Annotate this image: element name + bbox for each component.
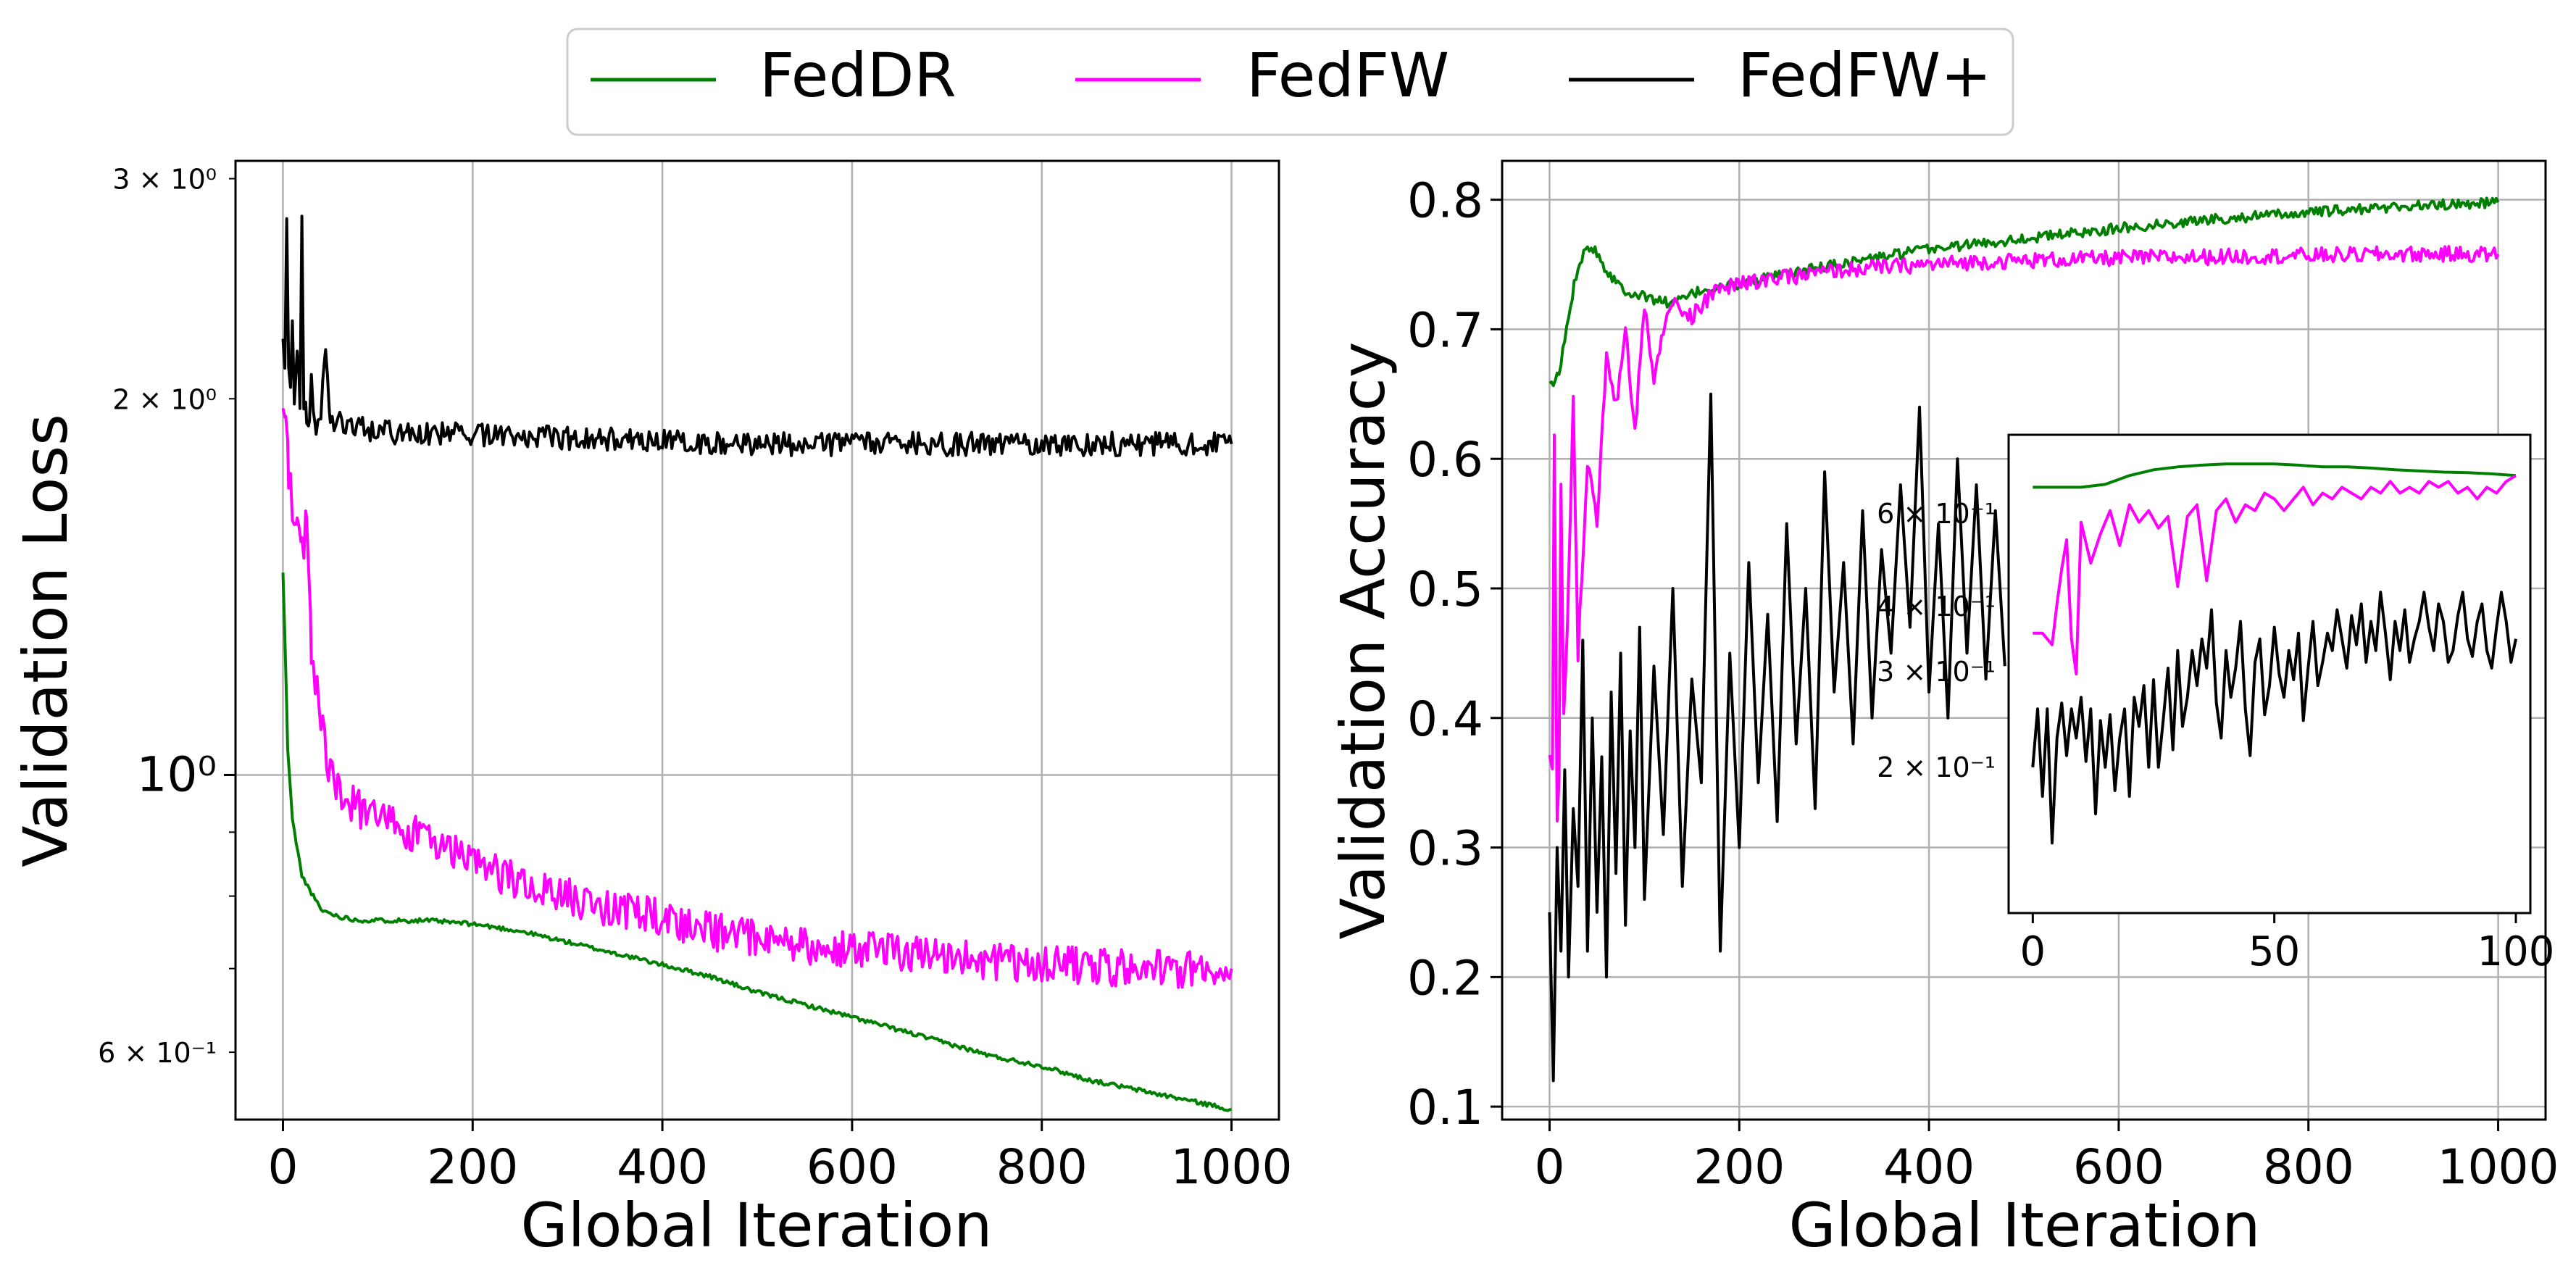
- accuracy-y-tick-label: 0.4: [1407, 691, 1483, 747]
- accuracy-y-axis-label: Validation Accuracy: [1327, 342, 1399, 940]
- accuracy-y-tick-label: 0.5: [1407, 562, 1483, 617]
- accuracy-y-tick-label: 0.3: [1407, 821, 1483, 877]
- inset-series-fedfw: [2033, 474, 2517, 675]
- loss-x-tick-label: 800: [996, 1139, 1088, 1195]
- loss-x-tick-label: 0: [267, 1139, 298, 1195]
- inset-series-fedfw-plus: [2031, 591, 2517, 845]
- loss-ticks: 0 200 400 600 800 1000 10⁰ 6 × 10⁻¹ 2 × 10⁰ 3 × 1…: [98, 164, 1292, 1195]
- accuracy-series-fedfw: [1548, 245, 2500, 822]
- inset-x-tick-label: 100: [2477, 928, 2555, 975]
- accuracy-plot-lines: [1548, 196, 2500, 1083]
- loss-y-axis-label: Validation Loss: [10, 414, 81, 867]
- accuracy-x-tick-label: 0: [1534, 1139, 1564, 1195]
- loss-y-minor-tick-label: 3 × 10⁰: [112, 164, 217, 196]
- loss-series-fedfw: [281, 408, 1233, 989]
- legend: FedDR FedFW FedFW+: [566, 28, 2014, 136]
- legend-label-feddr: FedDR: [759, 40, 956, 111]
- loss-x-tick-label: 400: [617, 1139, 708, 1195]
- loss-series-fedfw-plus: [281, 214, 1233, 458]
- inset-series-feddr: [2033, 462, 2517, 489]
- accuracy-x-axis-label: Global Iteration: [1789, 1190, 2261, 1261]
- legend-frame: [566, 28, 2014, 136]
- accuracy-x-tick-label: 400: [1883, 1139, 1975, 1195]
- inset-y-tick-label: 6 × 10⁻¹: [1877, 498, 1996, 530]
- inset-tick-labels-left: 6 × 10⁻¹ 4 × 10⁻¹ 3 × 10⁻¹ 2 × 10⁻¹: [1877, 498, 1996, 783]
- inset-x-tick-label: 50: [2248, 928, 2300, 975]
- accuracy-y-tick-label: 0.8: [1407, 173, 1483, 229]
- loss-plot-lines: [281, 214, 1233, 1112]
- loss-plot-frame: [234, 159, 1280, 1121]
- accuracy-series-fedfw-plus: [1548, 392, 2006, 1083]
- inset-chart: 6 × 10⁻¹ 4 × 10⁻¹ 3 × 10⁻¹ 2 × 10⁻¹ 0 50 100: [1877, 433, 2555, 975]
- loss-grid: [235, 161, 1279, 1120]
- inset-y-tick-label: 4 × 10⁻¹: [1877, 591, 1996, 622]
- inset-x-tick-label: 0: [2020, 928, 2046, 975]
- accuracy-plot-frame: [1501, 159, 2547, 1121]
- accuracy-y-tick-label: 0.6: [1407, 432, 1483, 488]
- accuracy-x-tick-label: 1000: [2438, 1139, 2559, 1195]
- legend-label-fedfw: FedFW: [1246, 40, 1449, 111]
- inset-y-tick-label: 3 × 10⁻¹: [1877, 656, 1996, 688]
- loss-y-minor-tick-label: 2 × 10⁰: [112, 383, 217, 415]
- accuracy-ticks: 0 200 400 600 800 10000.10.20.30.40.50.60.70.…: [1407, 173, 2559, 1195]
- inset-ticks: 0 50 100: [2020, 913, 2555, 975]
- accuracy-y-tick-label: 0.7: [1407, 302, 1483, 358]
- loss-chart: 0 200 400 600 800 1000 10⁰ 6 × 10⁻¹ 2 × 10⁰ 3 × 1…: [10, 159, 1293, 1261]
- loss-series-feddr: [281, 572, 1232, 1112]
- accuracy-y-tick-label: 0.1: [1407, 1080, 1483, 1136]
- inset-plot-lines: [2031, 462, 2517, 845]
- loss-y-minor-tick-label: 6 × 10⁻¹: [98, 1037, 217, 1069]
- loss-x-axis-label: Global Iteration: [521, 1190, 993, 1261]
- loss-x-tick-label: 1000: [1171, 1139, 1293, 1195]
- legend-label-fedfwplus: FedFW+: [1738, 40, 1991, 111]
- accuracy-x-tick-label: 600: [2073, 1139, 2164, 1195]
- inset-y-tick-label: 2 × 10⁻¹: [1877, 751, 1996, 783]
- accuracy-x-tick-label: 800: [2263, 1139, 2354, 1195]
- loss-x-tick-label: 600: [806, 1139, 898, 1195]
- accuracy-x-tick-label: 200: [1693, 1139, 1785, 1195]
- loss-y-tick-label: 10⁰: [137, 746, 217, 802]
- accuracy-y-tick-label: 0.2: [1407, 950, 1483, 1006]
- loss-x-tick-label: 200: [427, 1139, 518, 1195]
- accuracy-chart: 0 200 400 600 800 10000.10.20.30.40.50.60.70.…: [1327, 159, 2559, 1261]
